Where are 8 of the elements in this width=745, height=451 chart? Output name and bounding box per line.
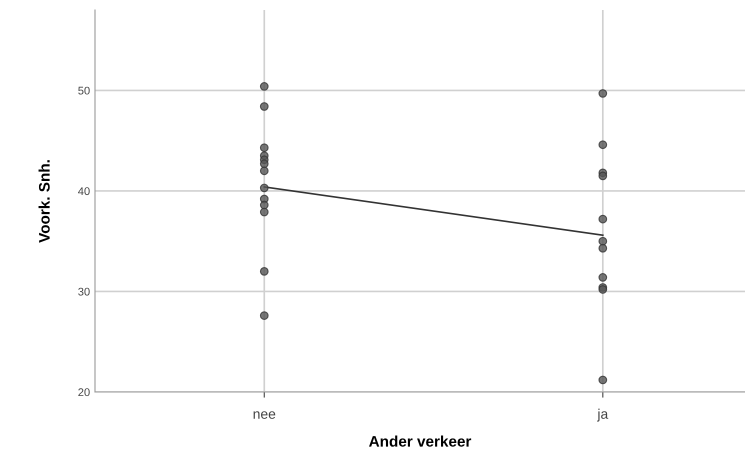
- x-tick-label: ja: [597, 408, 608, 422]
- y-axis-title: Voork. Snh.: [38, 160, 50, 243]
- x-axis-title: Ander verkeer: [369, 436, 472, 447]
- x-tick-label: nee: [254, 411, 276, 419]
- y-tick-label: 20: [78, 388, 90, 396]
- y-tick-label: 30: [78, 288, 90, 296]
- y-tick-label: 40: [78, 187, 90, 196]
- y-tick-label: 50: [78, 86, 90, 95]
